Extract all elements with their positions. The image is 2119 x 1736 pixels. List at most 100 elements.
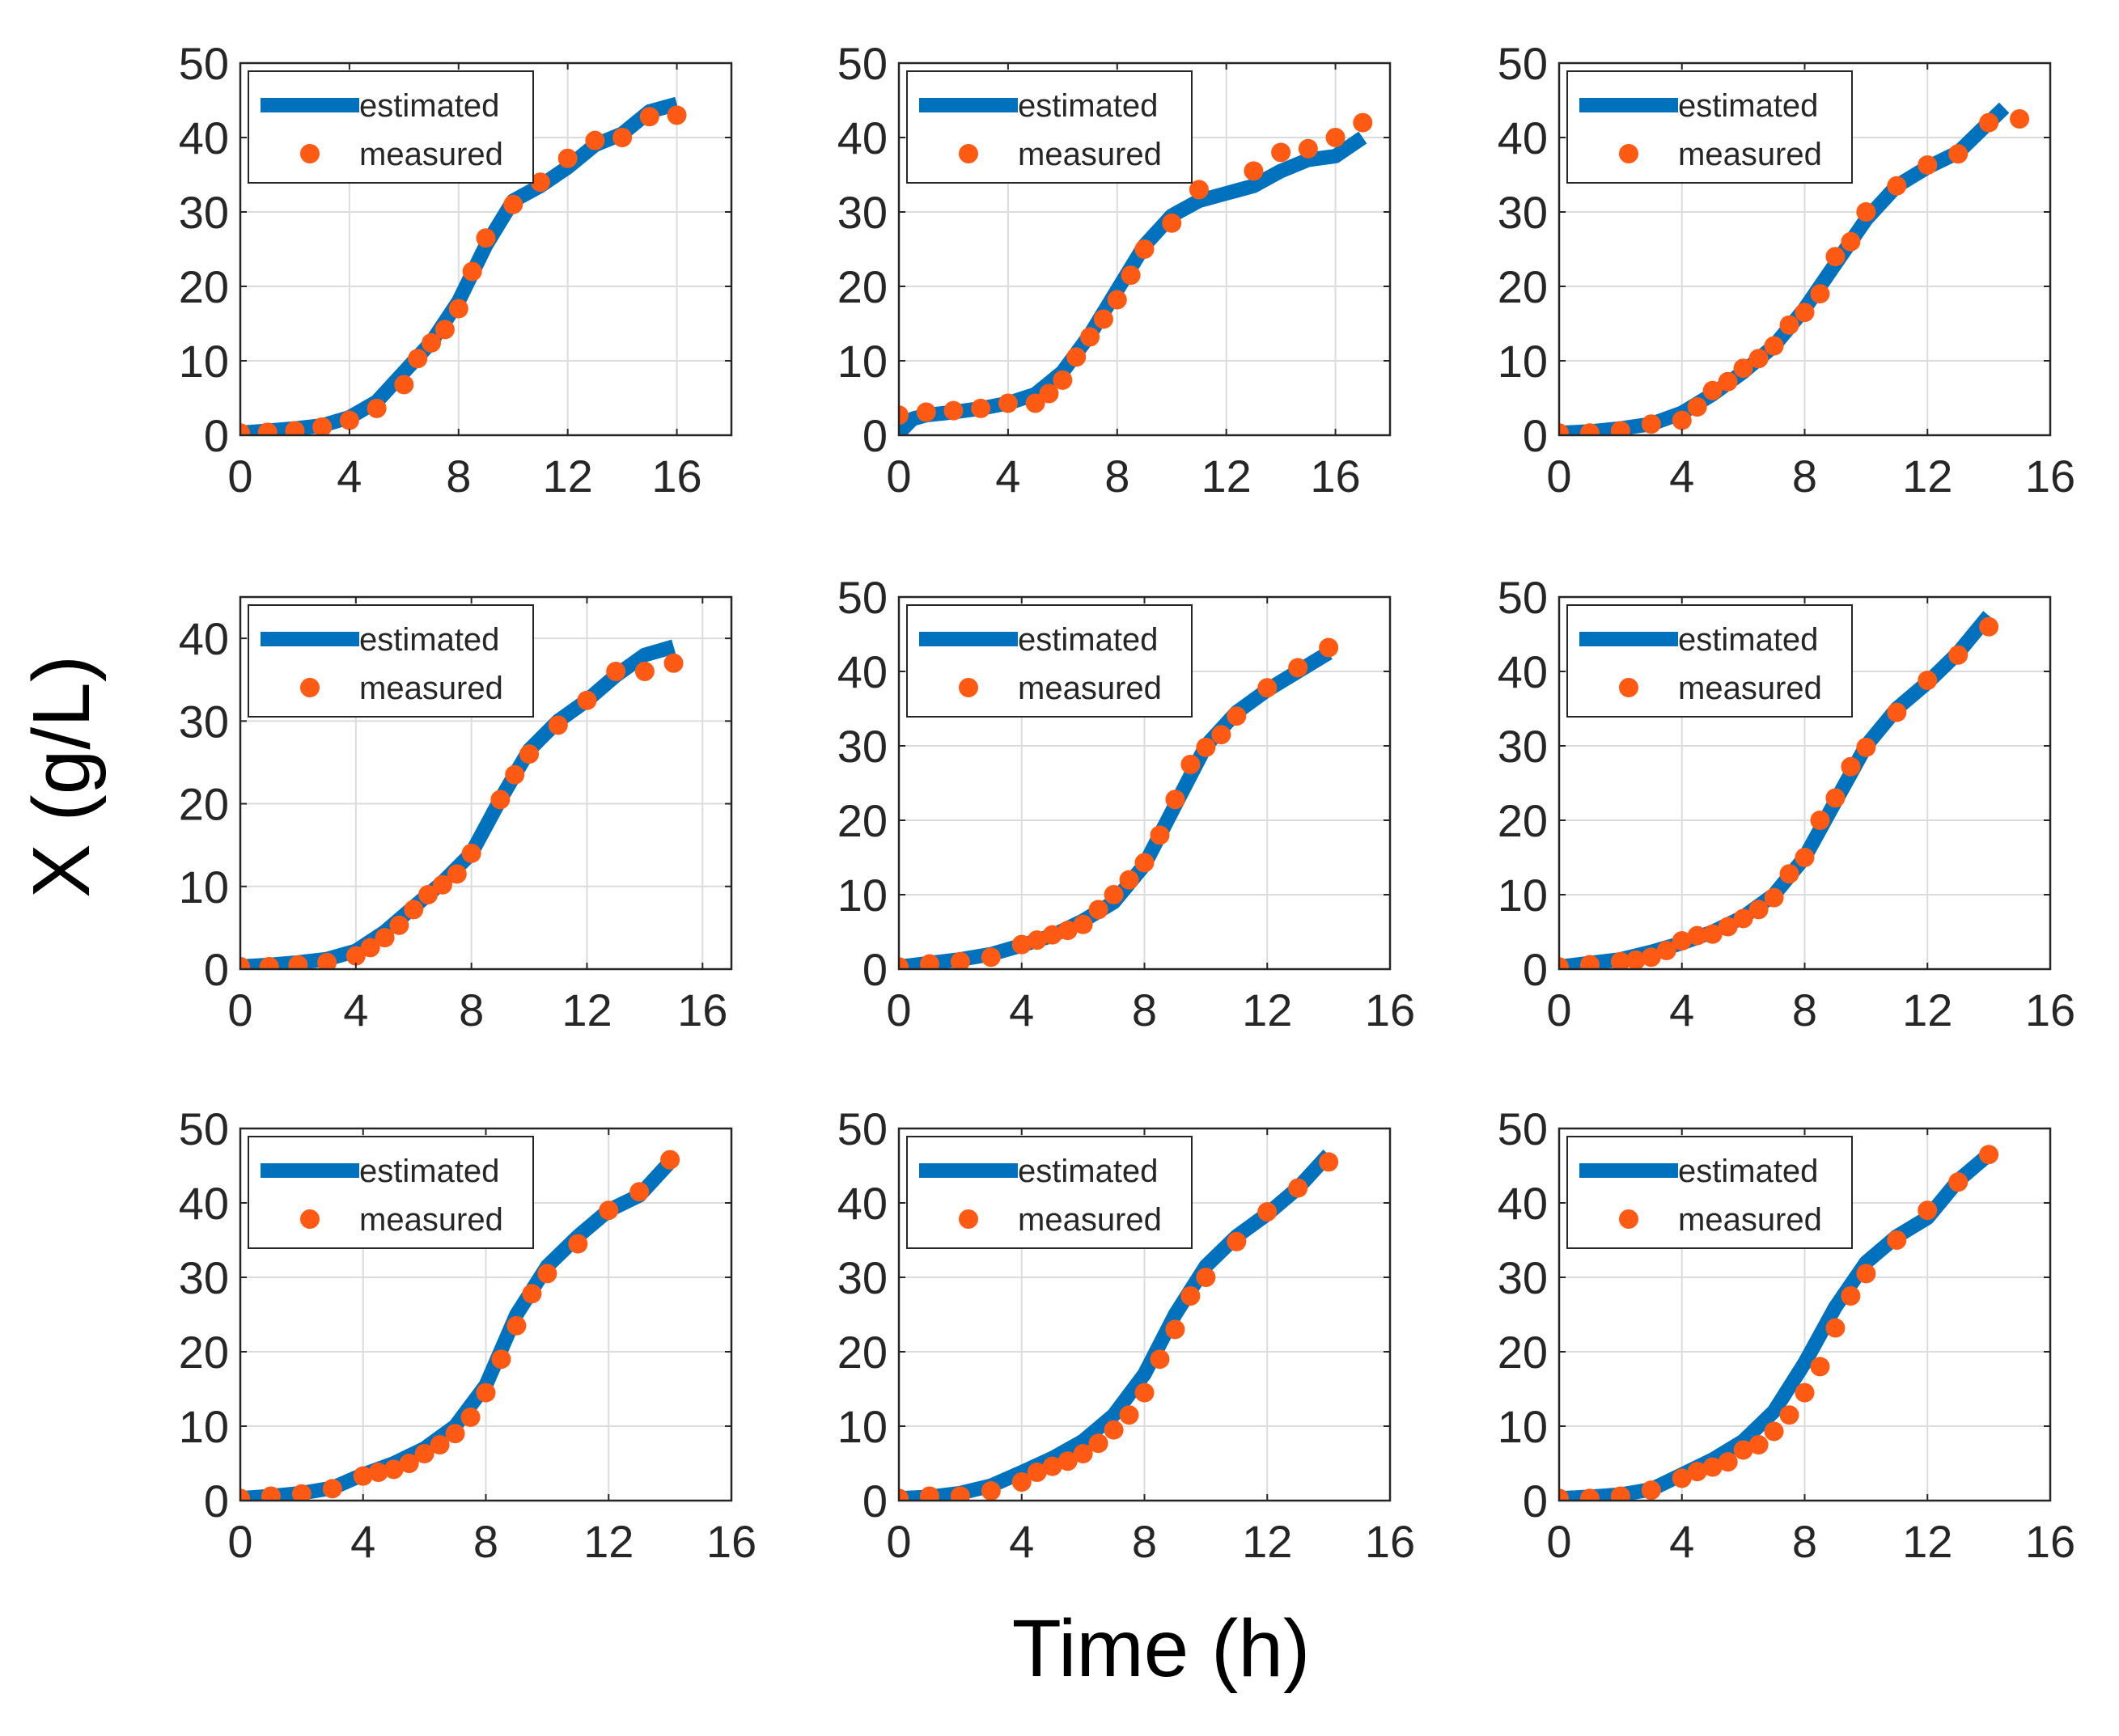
measured-point (1948, 645, 1969, 665)
measured-point (519, 744, 540, 764)
y-tick-label: 20 (1498, 1327, 1548, 1378)
y-tick-label: 0 (204, 944, 229, 995)
measured-point (1211, 725, 1231, 745)
measured-point (1687, 397, 1707, 417)
measured-point (1856, 202, 1876, 222)
measured-point (345, 946, 366, 966)
measured-point (1039, 383, 1059, 404)
y-tick-label: 30 (837, 187, 888, 238)
measured-point (1687, 1462, 1707, 1482)
measured-point (1733, 908, 1753, 929)
measured-point (1093, 309, 1113, 329)
measured-point (1196, 1268, 1216, 1287)
measured-point (971, 398, 991, 418)
legend-box (906, 1136, 1193, 1249)
measured-point (505, 764, 525, 785)
legend-estimated-label: estimated (1018, 622, 1158, 658)
legend-estimated-label: estimated (359, 1154, 499, 1189)
x-tick-label: 8 (1104, 451, 1129, 502)
measured-point (1810, 811, 1830, 830)
legend-measured-label: measured (359, 671, 503, 706)
measured-point (1979, 112, 1999, 133)
plot-data (1559, 611, 1999, 969)
measured-point (1702, 380, 1723, 400)
measured-point (322, 1479, 342, 1499)
x-tick-label: 4 (1009, 1516, 1034, 1567)
x-tick-label: 4 (1669, 1516, 1694, 1567)
measured-point (447, 864, 467, 884)
subplot-7: 0 4 8 12 16 0 10 20 30 40 50 estimated measured (179, 1103, 756, 1567)
measured-point (1979, 616, 1999, 637)
measured-point (360, 938, 380, 958)
y-tick-label: 50 (1498, 1103, 1548, 1154)
measured-point (1119, 1405, 1139, 1425)
x-tick-label: 8 (446, 451, 471, 502)
measured-point (1718, 1452, 1738, 1472)
measured-point (1579, 1488, 1600, 1501)
measured-point (1288, 1178, 1308, 1198)
measured-point (1073, 1444, 1093, 1464)
measured-point (899, 957, 909, 969)
measured-point (1325, 128, 1346, 147)
measured-point (312, 417, 333, 435)
measured-point (606, 662, 626, 681)
x-tick-label: 4 (1669, 451, 1694, 502)
y-tick-label: 30 (179, 187, 229, 238)
measured-point (1610, 1486, 1630, 1501)
measured-point (1180, 755, 1201, 774)
axes-box (239, 595, 733, 971)
legend-measured-label: measured (1018, 1202, 1162, 1238)
measured-point (1748, 900, 1769, 920)
y-tick-label: 40 (179, 1178, 229, 1229)
legend: estimated measured (1566, 604, 1853, 718)
legend-measured-marker (959, 1209, 978, 1229)
y-tick-label: 30 (837, 1252, 888, 1303)
legend-estimated-label: estimated (1678, 88, 1818, 124)
x-tick-label: 12 (1902, 451, 1952, 502)
measured-point (1088, 900, 1108, 920)
y-tick-label: 10 (179, 862, 229, 912)
measured-point (506, 1315, 527, 1336)
legend-measured-marker (1619, 678, 1638, 697)
measured-point (1641, 414, 1661, 434)
measured-point (404, 900, 424, 920)
measured-point (1764, 1421, 1784, 1442)
measured-point (1733, 1440, 1753, 1460)
y-tick-label: 40 (837, 112, 888, 163)
x-tick-label: 4 (350, 1516, 375, 1567)
measured-point (1107, 290, 1127, 310)
measured-point (353, 1466, 373, 1486)
x-tick-label: 12 (1242, 1516, 1292, 1567)
measured-point (418, 885, 439, 904)
measured-point (568, 1234, 588, 1254)
measured-point (1057, 921, 1078, 941)
x-tick-label: 4 (1009, 984, 1034, 1035)
legend-measured-label: measured (1018, 671, 1162, 706)
measured-point (1795, 303, 1815, 323)
measured-point (1733, 358, 1753, 379)
measured-point (384, 1459, 404, 1480)
measured-point (1025, 393, 1045, 413)
measured-point (522, 1284, 542, 1304)
y-tick-label: 0 (1523, 1476, 1548, 1526)
y-tick-label: 30 (1498, 187, 1548, 238)
y-tick-label: 40 (1498, 1178, 1548, 1229)
x-tick-label: 16 (651, 451, 701, 502)
measured-point (1779, 1405, 1799, 1425)
measured-point (1810, 284, 1830, 304)
measured-point (462, 261, 482, 282)
y-tick-label: 10 (837, 1401, 888, 1452)
subplot-2: 0 4 8 12 16 0 10 20 30 40 50 estimated measured (837, 38, 1392, 502)
measured-point (1718, 371, 1738, 392)
measured-point (663, 653, 684, 673)
measured-point (1104, 885, 1124, 904)
measured-point (1066, 347, 1087, 367)
measured-point (408, 349, 428, 369)
legend-estimated-label: estimated (359, 622, 499, 658)
measured-point (1088, 1433, 1108, 1454)
x-tick-label: 12 (1201, 451, 1252, 502)
measured-point (1610, 421, 1630, 435)
measured-point (1011, 1472, 1032, 1492)
y-tick-label: 20 (837, 1327, 888, 1378)
